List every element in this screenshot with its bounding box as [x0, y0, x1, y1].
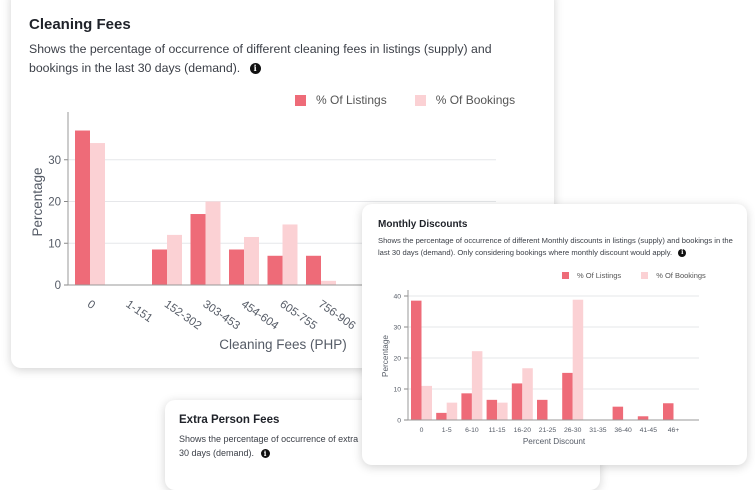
legend-swatch-bookings — [414, 94, 426, 106]
info-icon[interactable]: i — [260, 449, 270, 459]
cleaning-fees-chart: 0 10 20 30 0 1-151 152-302303-453454-604605-75… — [30, 112, 496, 352]
bar-listings — [306, 255, 321, 285]
x-tick-label: 152-302 — [162, 298, 203, 332]
x-tick-label: 41-45 — [640, 427, 658, 434]
x-tick-label: 1-151 — [123, 298, 154, 325]
monthly-discounts-description: Shows the percentage of occurrence of di… — [378, 235, 738, 259]
x-tick-label: 36-40 — [614, 427, 632, 434]
bar-listings — [562, 372, 573, 420]
bar-listings — [75, 130, 90, 285]
y-axis-title: Percentage — [30, 167, 45, 236]
bar-bookings — [244, 236, 259, 285]
cleaning-fees-description-text: Shows the percentage of occurrence of di… — [29, 42, 492, 76]
legend-label-bookings[interactable]: % Of Bookings — [435, 93, 516, 107]
monthly-discounts-card: Monthly Discounts Shows the percentage o… — [362, 204, 747, 465]
x-tick-label: 21-25 — [539, 427, 557, 434]
info-icon[interactable]: i — [249, 63, 261, 75]
extra-person-fees-description-text: Shows the percentage of occurrence of ex… — [179, 434, 359, 444]
y-tick-label: 30 — [48, 155, 61, 167]
bar-listings — [663, 403, 674, 420]
y-axis-title: Percentage — [381, 335, 390, 377]
x-tick-label: 454-604 — [239, 298, 281, 332]
x-tick-label: 46+ — [668, 427, 680, 434]
monthly-discounts-title: Monthly Discounts — [378, 219, 468, 230]
x-tick-label: 31-35 — [589, 427, 607, 434]
bar-bookings — [572, 299, 584, 420]
x-tick-label: 0 — [85, 298, 97, 312]
legend-swatch-listings — [295, 94, 306, 106]
bar-bookings — [522, 368, 533, 420]
bar-bookings — [446, 402, 458, 420]
x-tick-label: 1-5 — [442, 427, 452, 434]
bar-listings — [637, 416, 649, 420]
extra-person-fees-title: Extra Person Fees — [179, 414, 280, 426]
extra-person-fees-description-text-2: 30 days (demand). — [179, 447, 255, 458]
legend-label-listings[interactable]: % Of Listings — [577, 271, 622, 280]
bar-bookings — [167, 234, 182, 285]
cleaning-fees-legend: % Of Listings % Of Bookings — [295, 93, 515, 107]
legend-swatch-bookings — [641, 272, 649, 279]
x-tick-label: 303-453 — [200, 298, 241, 332]
bar-listings — [486, 399, 498, 420]
y-tick-label: 30 — [393, 324, 401, 331]
x-axis-title: Cleaning Fees (PHP) — [219, 337, 347, 352]
monthly-discounts-description-text: Shows the percentage of occurrence of di… — [378, 236, 733, 258]
bar-listings — [537, 399, 548, 420]
x-tick-label: 26-30 — [564, 427, 582, 434]
bar-listings — [190, 214, 206, 285]
x-tick-label: 0 — [420, 427, 424, 434]
extra-person-fees-description: Shows the percentage of occurrence of ex… — [179, 433, 599, 461]
bar-listings — [411, 300, 422, 420]
bar-listings — [152, 249, 167, 285]
x-tick-label: 605-755 — [277, 298, 318, 332]
bar-bookings — [205, 201, 221, 285]
bar-bookings — [90, 143, 105, 285]
x-tick-label: 756-906 — [316, 298, 357, 332]
cleaning-fees-description: Shows the percentage of occurrence of di… — [29, 40, 539, 78]
bar-bookings — [421, 385, 432, 420]
bar-listings — [612, 406, 624, 420]
bar-bookings — [497, 402, 508, 420]
y-tick-label: 20 — [393, 355, 401, 362]
legend-label-listings[interactable]: % Of Listings — [316, 93, 387, 107]
legend-label-bookings[interactable]: % Of Bookings — [656, 271, 706, 280]
bar-bookings — [471, 351, 483, 420]
x-tick-label: 6-10 — [465, 427, 479, 434]
bar-bookings — [321, 280, 336, 285]
info-icon[interactable]: i — [678, 249, 687, 258]
x-tick-label: 11-15 — [489, 427, 506, 434]
bar-listings — [511, 383, 523, 420]
y-tick-label: 10 — [393, 386, 401, 393]
bar-bookings — [282, 224, 298, 285]
bar-listings — [461, 393, 472, 420]
x-axis-title: Percent Discount — [523, 437, 586, 446]
y-tick-label: 0 — [55, 280, 61, 292]
y-tick-label: 40 — [393, 293, 401, 300]
legend-swatch-listings — [562, 272, 569, 279]
y-tick-label: 0 — [397, 417, 401, 424]
bar-listings — [436, 412, 447, 420]
bar-listings — [229, 249, 244, 285]
cleaning-fees-card: Cleaning Fees Shows the percentage of oc… — [11, 0, 554, 368]
monthly-discounts-legend: % Of Listings % Of Bookings — [562, 271, 706, 280]
x-tick-label: 16-20 — [514, 427, 532, 434]
cleaning-fees-title: Cleaning Fees — [29, 16, 131, 33]
bar-listings — [267, 255, 283, 285]
y-tick-label: 20 — [48, 197, 61, 209]
monthly-discounts-chart: 0 10 20 30 40 0 1-5 6-10 11-15 16-20 21-25 26-30 31-… — [381, 290, 699, 446]
y-tick-label: 10 — [48, 238, 61, 250]
